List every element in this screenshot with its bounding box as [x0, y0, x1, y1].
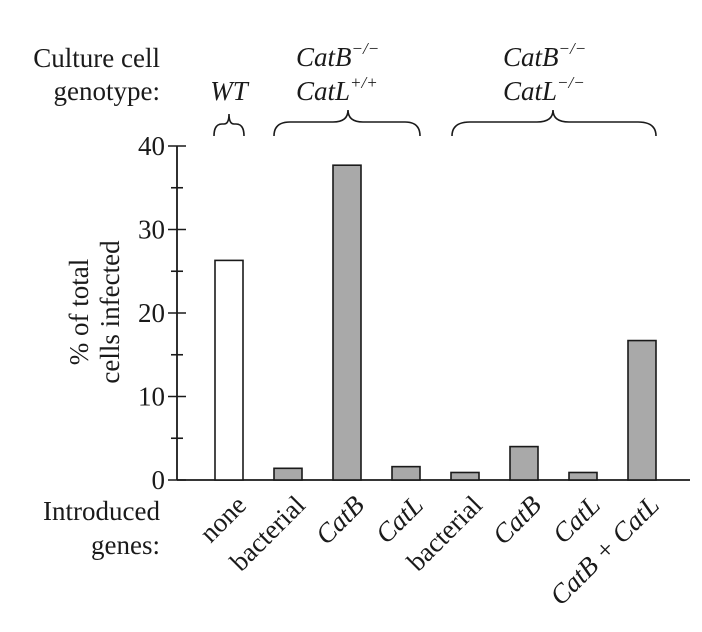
y-tick-label: 10	[138, 382, 165, 412]
culture-label-line2: genotype:	[54, 76, 160, 106]
x-tick-label: CatB	[487, 490, 547, 550]
group3-line1: CatB−/−	[503, 39, 586, 72]
y-ticks: 0 10 20 30 40	[138, 131, 186, 495]
bar-bacterial	[450, 471, 480, 481]
x-axis-label-line2: genes:	[91, 530, 160, 560]
x-axis-label-line1: Introduced	[43, 496, 160, 526]
bar-bacterial	[273, 467, 303, 481]
x-tick-label: CatB	[310, 490, 370, 550]
y-axis-label-line1: % of total	[64, 259, 94, 365]
group3-line2: CatL−/−	[503, 73, 585, 106]
culture-label-line1: Culture cell	[33, 43, 160, 73]
group2-line1: CatB−/−	[296, 39, 379, 72]
bar-catb	[509, 445, 539, 481]
bar-none	[214, 259, 244, 481]
group-wt-label: WT	[210, 76, 249, 106]
brace-group3	[451, 109, 657, 137]
y-tick-label: 30	[138, 215, 165, 245]
group2-line2: CatL+/+	[296, 73, 378, 106]
bar-catl	[391, 465, 421, 481]
bar-catb-catl	[627, 339, 657, 481]
y-axis-label-line2: cells infected	[95, 240, 125, 384]
y-tick-label: 20	[138, 298, 165, 328]
bar-catl	[568, 471, 598, 481]
brace-group2	[273, 109, 421, 137]
brace-wt	[213, 113, 245, 137]
x-tick-label: CatB + CatL	[544, 490, 665, 611]
bars	[214, 164, 657, 481]
bar-catb	[332, 164, 362, 481]
y-tick-label: 0	[152, 465, 166, 495]
y-tick-label: 40	[138, 131, 165, 161]
